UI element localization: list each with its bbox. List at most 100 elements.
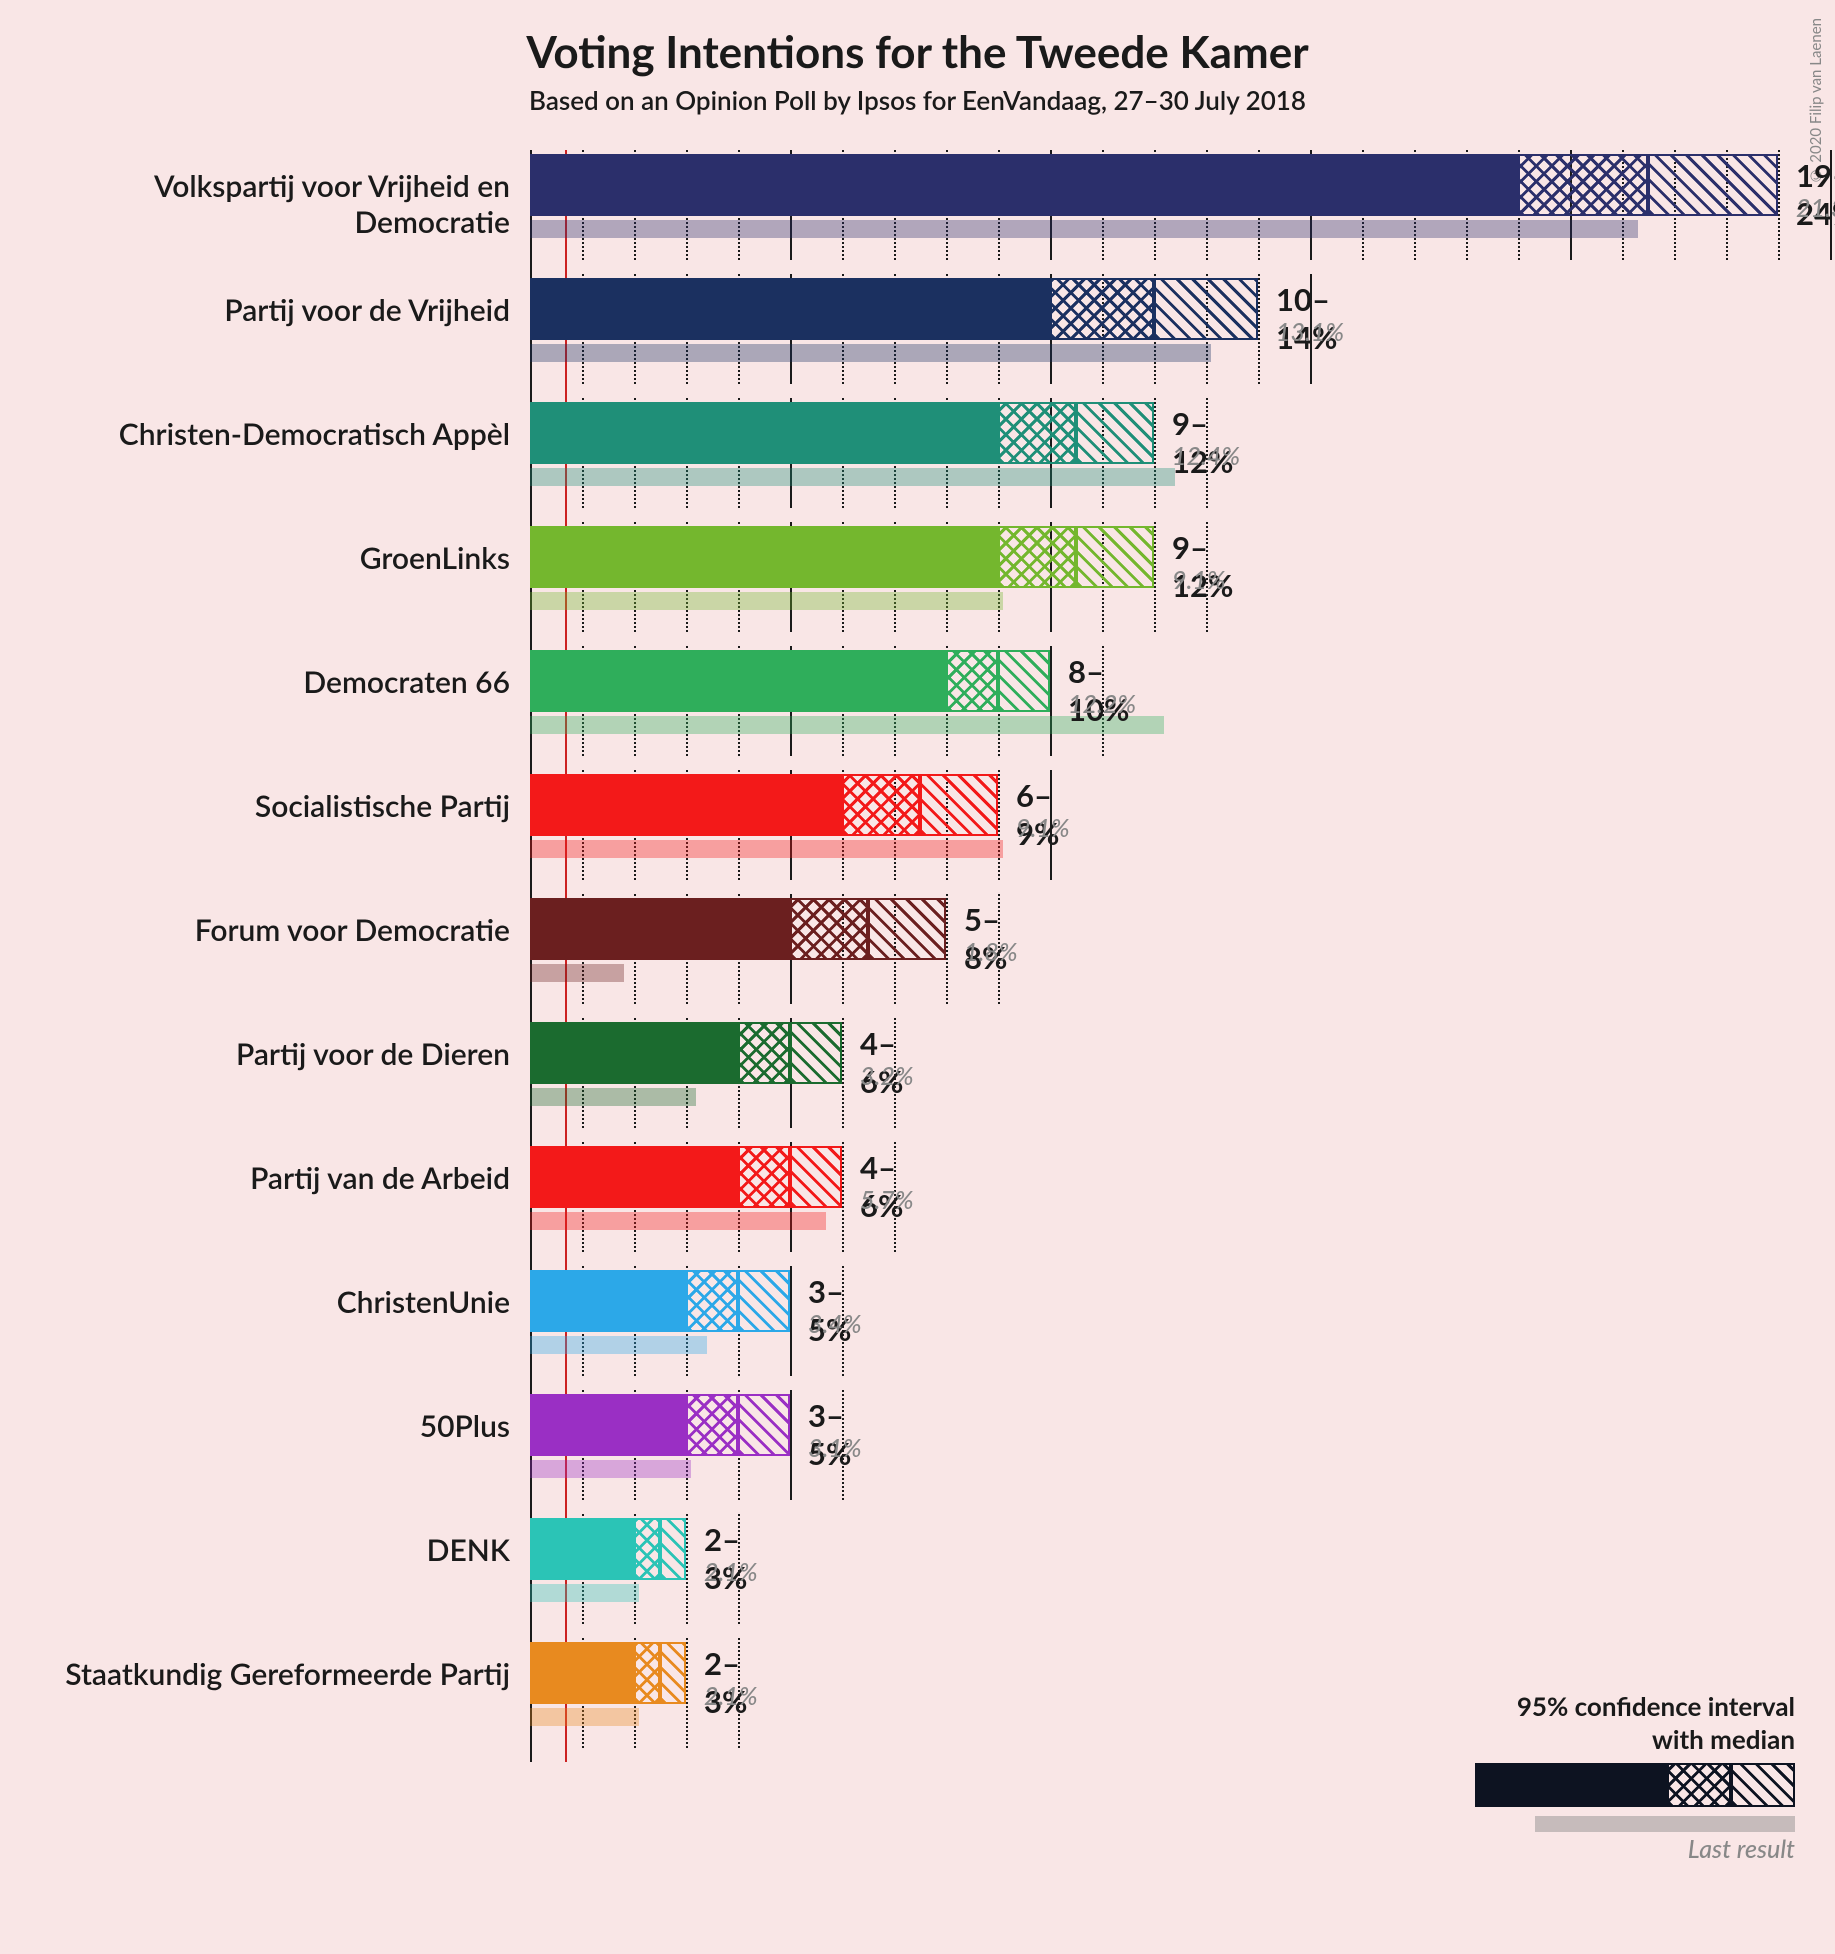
party-row: DENK2–3%2.1% xyxy=(0,1504,1835,1628)
legend-ci-line1: 95% confidence interval xyxy=(1517,1690,1795,1722)
ci-bar-solid xyxy=(530,650,946,712)
ci-bar-diagonal xyxy=(738,1394,790,1456)
party-label: Forum voor Democratie xyxy=(0,912,510,948)
party-label: Volkspartij voor Vrijheid en Democratie xyxy=(0,168,510,240)
legend: 95% confidence interval with median Last… xyxy=(1475,1690,1795,1864)
ci-bar-diagonal xyxy=(1076,402,1154,464)
gridline-minor xyxy=(946,894,948,1004)
legend-last-bar xyxy=(1535,1816,1795,1832)
legend-ci-diagonal xyxy=(1731,1763,1795,1807)
ci-bar-crosshatch xyxy=(790,898,868,960)
value-last-label: 3.1% xyxy=(808,1433,862,1463)
party-row: Christen-Democratisch Appèl9–12%12.4% xyxy=(0,388,1835,512)
ci-bar-diagonal xyxy=(920,774,998,836)
party-label: 50Plus xyxy=(0,1408,510,1444)
gridline-minor xyxy=(998,770,1000,880)
ci-bar-crosshatch xyxy=(1050,278,1154,340)
ci-bar-diagonal xyxy=(660,1518,686,1580)
ci-bar-diagonal xyxy=(1154,278,1258,340)
last-result-bar xyxy=(530,592,1003,610)
last-result-bar xyxy=(530,1584,639,1602)
ci-bar-diagonal xyxy=(790,1146,842,1208)
ci-bar-diagonal xyxy=(1648,154,1778,216)
gridline-major xyxy=(1050,646,1052,756)
legend-ci-bar xyxy=(1475,1763,1795,1807)
gridline-major xyxy=(790,1266,792,1376)
legend-ci-text: 95% confidence interval with median xyxy=(1475,1690,1795,1755)
gridline-minor xyxy=(1154,398,1156,508)
ci-bar-diagonal xyxy=(1076,526,1154,588)
last-result-bar xyxy=(530,840,1003,858)
legend-last-text: Last result xyxy=(1475,1834,1795,1864)
party-row: Socialistische Partij6–9%9.1% xyxy=(0,760,1835,884)
ci-bar-crosshatch xyxy=(738,1022,790,1084)
gridline-minor xyxy=(1778,150,1780,260)
legend-ci-crosshatch xyxy=(1667,1763,1731,1807)
value-last-label: 3.2% xyxy=(860,1061,914,1091)
party-label: Staatkundig Gereformeerde Partij xyxy=(0,1656,510,1692)
legend-last-wrap: Last result xyxy=(1475,1813,1795,1864)
ci-bar-solid xyxy=(530,774,842,836)
last-result-bar xyxy=(530,220,1638,238)
party-row: Volkspartij voor Vrijheid en Democratie1… xyxy=(0,140,1835,264)
value-last-label: 2.1% xyxy=(704,1557,758,1587)
last-result-bar xyxy=(530,1088,696,1106)
ci-bar-crosshatch xyxy=(686,1270,738,1332)
party-row: ChristenUnie3–5%3.4% xyxy=(0,1256,1835,1380)
ci-bar-solid xyxy=(530,154,1518,216)
ci-bar-diagonal xyxy=(998,650,1050,712)
rows-container: Volkspartij voor Vrijheid en Democratie 1… xyxy=(0,140,1835,1752)
page-root: © 2020 Filip van Laenen Voting Intention… xyxy=(0,0,1835,1954)
ci-bar-solid xyxy=(530,898,790,960)
gridline-minor xyxy=(842,1018,844,1128)
party-label: Partij van de Arbeid xyxy=(0,1160,510,1196)
party-label: Socialistische Partij xyxy=(0,788,510,824)
party-label: Partij voor de Vrijheid xyxy=(0,292,510,328)
gridline-minor xyxy=(1258,274,1260,384)
chart-subtitle: Based on an Opinion Poll by Ipsos for Ee… xyxy=(0,84,1835,116)
party-row: Forum voor Democratie5–8%1.8% xyxy=(0,884,1835,1008)
ci-bar-crosshatch xyxy=(686,1394,738,1456)
last-result-bar xyxy=(530,1212,826,1230)
ci-bar-crosshatch xyxy=(738,1146,790,1208)
gridline-minor xyxy=(1154,522,1156,632)
ci-bar-solid xyxy=(530,1642,634,1704)
party-row: Partij van de Arbeid4–6%5.7% xyxy=(0,1132,1835,1256)
value-last-label: 2.1% xyxy=(704,1681,758,1711)
chart-title: Voting Intentions for the Tweede Kamer xyxy=(0,0,1835,78)
party-row: Democraten 668–10%12.2% xyxy=(0,636,1835,760)
ci-bar-crosshatch xyxy=(946,650,998,712)
value-last-label: 12.4% xyxy=(1172,441,1240,471)
last-result-bar xyxy=(530,1708,639,1726)
last-result-bar xyxy=(530,468,1175,486)
ci-bar-diagonal xyxy=(738,1270,790,1332)
party-label: Christen-Democratisch Appèl xyxy=(0,416,510,452)
party-row: Partij voor de Vrijheid10–14%13.1% xyxy=(0,264,1835,388)
last-result-bar xyxy=(530,1460,691,1478)
last-result-bar xyxy=(530,964,624,982)
ci-bar-crosshatch xyxy=(634,1518,660,1580)
last-result-bar xyxy=(530,1336,707,1354)
ci-bar-solid xyxy=(530,1146,738,1208)
chart-area: Volkspartij voor Vrijheid en Democratie 1… xyxy=(0,140,1835,1772)
ci-bar-solid xyxy=(530,526,998,588)
value-last-label: 13.1% xyxy=(1276,317,1344,347)
legend-ci-line2: with median xyxy=(1652,1723,1795,1755)
party-label: DENK xyxy=(0,1532,510,1568)
party-label: GroenLinks xyxy=(0,540,510,576)
ci-bar-diagonal xyxy=(790,1022,842,1084)
value-last-label: 5.7% xyxy=(860,1185,914,1215)
value-last-label: 21.3% xyxy=(1796,193,1835,223)
ci-bar-crosshatch xyxy=(634,1642,660,1704)
gridline-major xyxy=(790,1390,792,1500)
ci-bar-solid xyxy=(530,1022,738,1084)
ci-bar-diagonal xyxy=(868,898,946,960)
ci-bar-crosshatch xyxy=(842,774,920,836)
party-row: Partij voor de Dieren4–6%3.2% xyxy=(0,1008,1835,1132)
ci-bar-solid xyxy=(530,1270,686,1332)
party-row: 50Plus3–5%3.1% xyxy=(0,1380,1835,1504)
party-row: GroenLinks9–12%9.1% xyxy=(0,512,1835,636)
last-result-bar xyxy=(530,344,1211,362)
ci-bar-solid xyxy=(530,278,1050,340)
value-last-label: 9.1% xyxy=(1172,565,1226,595)
